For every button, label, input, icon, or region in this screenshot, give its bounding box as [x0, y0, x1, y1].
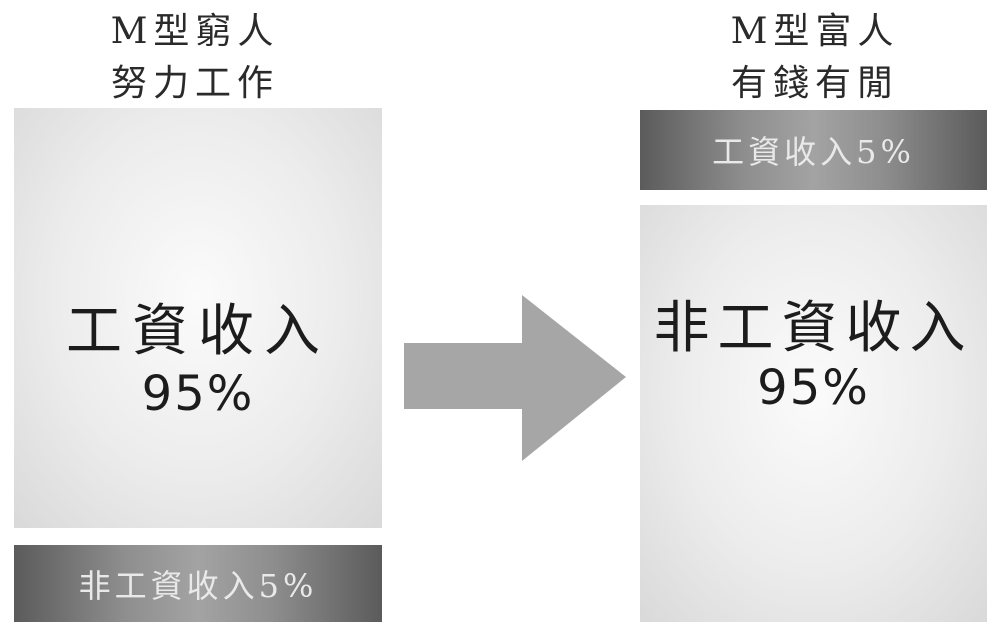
right-heading-line2: 有錢有閒	[730, 63, 899, 104]
right-heading-line1: M型富人	[730, 11, 900, 52]
right-heading: M型富人 有錢有閒	[680, 6, 950, 110]
right-wage-income-block: 工資收入5%	[640, 110, 987, 190]
left-wage-income-block: 工資收入 95%	[14, 108, 382, 528]
left-heading: M型窮人 努力工作	[60, 6, 330, 110]
left-heading-line2: 努力工作	[110, 63, 279, 104]
right-arrow-icon	[404, 295, 626, 461]
right-main-percent: 95%	[757, 360, 870, 416]
arrow-shape	[404, 295, 626, 461]
left-non-wage-income-block: 非工資收入5%	[14, 545, 382, 622]
left-heading-line1: M型窮人	[110, 11, 280, 52]
right-non-wage-income-block: 非工資收入 95%	[640, 205, 987, 622]
left-main-label: 工資收入	[66, 299, 330, 364]
left-bottom-label: 非工資收入5%	[78, 566, 318, 605]
right-top-label: 工資收入5%	[712, 133, 915, 171]
left-main-percent: 95%	[141, 366, 255, 422]
right-main-label: 非工資收入	[653, 296, 974, 361]
